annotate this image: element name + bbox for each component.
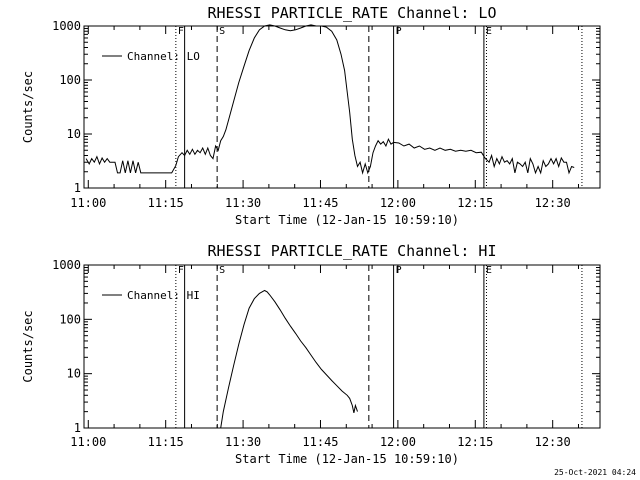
event-marker-label: S [219,26,225,37]
y-axis-label: Counts/sec [21,71,35,143]
x-tick-label: 11:15 [148,196,184,210]
x-tick-label: 11:00 [70,435,106,449]
chart-panel-lo: RHESSI PARTICLE_RATE Channel: LO F S P E 1 10 1… [21,4,601,227]
y-tick-label: 1 [74,421,81,435]
x-tick-label: 11:30 [225,435,261,449]
event-marker-label: P [396,265,402,276]
y-tick-label: 1 [74,181,81,195]
y-tick-label: 10 [67,367,81,381]
legend-entry: Channel: HI [127,289,200,302]
generated-timestamp: 25-Oct-2021 04:24 [554,468,636,477]
chart-panel-hi: RHESSI PARTICLE_RATE Channel: HI F S P E 1 10 1… [21,242,601,466]
event-marker-label: F [178,265,184,276]
chart-title: RHESSI PARTICLE_RATE Channel: HI [208,242,497,260]
event-marker-label: F [178,26,184,37]
y-tick-label: 1000 [52,19,81,33]
x-tick-label: 12:30 [535,196,571,210]
event-marker-label: S [219,265,225,276]
event-marker-label: E [486,265,492,276]
chart-title: RHESSI PARTICLE_RATE Channel: LO [208,4,497,22]
x-tick-label: 12:15 [457,435,493,449]
x-tick-label: 11:30 [225,196,261,210]
event-marker-label: P [396,26,402,37]
x-tick-label: 11:15 [148,435,184,449]
legend-entry: Channel: LO [127,50,200,63]
x-axis-label: Start Time (12-Jan-15 10:59:10) [235,213,459,227]
x-tick-label: 12:15 [457,196,493,210]
x-tick-label: 12:00 [380,435,416,449]
x-axis-label: Start Time (12-Jan-15 10:59:10) [235,452,459,466]
x-tick-label: 12:30 [535,435,571,449]
x-tick-label: 11:00 [70,196,106,210]
y-tick-label: 100 [59,73,81,87]
plot-frame [83,25,601,189]
x-tick-label: 12:00 [380,196,416,210]
y-tick-label: 10 [67,127,81,141]
plot-frame [83,264,601,429]
x-tick-label: 11:45 [302,435,338,449]
y-axis-label: Counts/sec [21,310,35,382]
event-marker-label: E [486,26,492,37]
series-line-hi [220,289,358,429]
series-line-lo [85,24,575,175]
x-tick-label: 11:45 [302,196,338,210]
y-tick-label: 100 [59,312,81,326]
y-tick-label: 1000 [52,258,81,272]
